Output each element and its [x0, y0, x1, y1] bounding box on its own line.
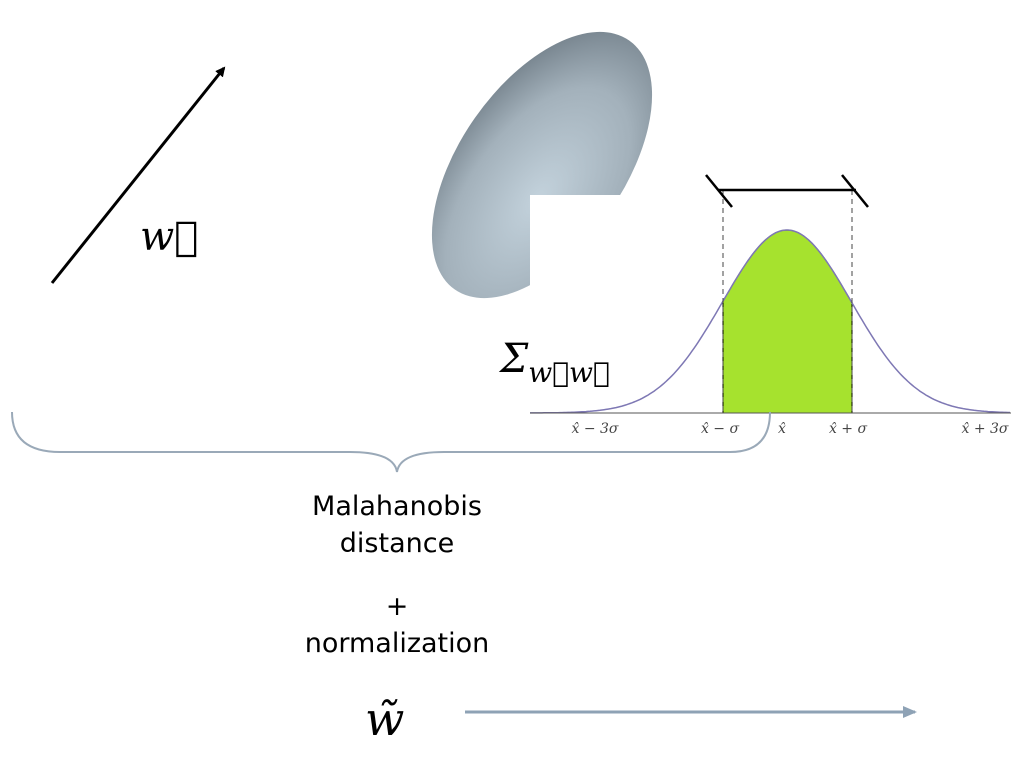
gaussian-tick-label: x̂ − 3σ	[572, 421, 619, 437]
caption-line: distance	[340, 528, 454, 559]
slide: w⃗ x̂ − 3σ x̂ − σ x̂ x̂ + σ x̂ + 3σ Σw⃗w⃗ Ma…	[0, 0, 1011, 757]
sigma-subscript: w⃗w⃗	[528, 356, 610, 389]
gaussian-figure: x̂ − 3σ x̂ − σ x̂ x̂ + σ x̂ + 3σ	[530, 190, 1011, 440]
gaussian-tick-label: x̂ + 3σ	[962, 421, 1009, 437]
gaussian-tick-label: x̂	[778, 421, 786, 437]
caption-line: Malahanobis	[312, 491, 482, 522]
sigma: Σ	[498, 336, 529, 382]
w-normalized-label: w̃	[365, 692, 404, 746]
caption-plus: +	[386, 591, 409, 622]
gaussian-tick-label: x̂ + σ	[829, 421, 868, 437]
gaussian-tick-label: x̂ − σ	[701, 421, 740, 437]
w-vector-label: w⃗	[140, 214, 198, 260]
caption-line: normalization	[305, 628, 490, 659]
